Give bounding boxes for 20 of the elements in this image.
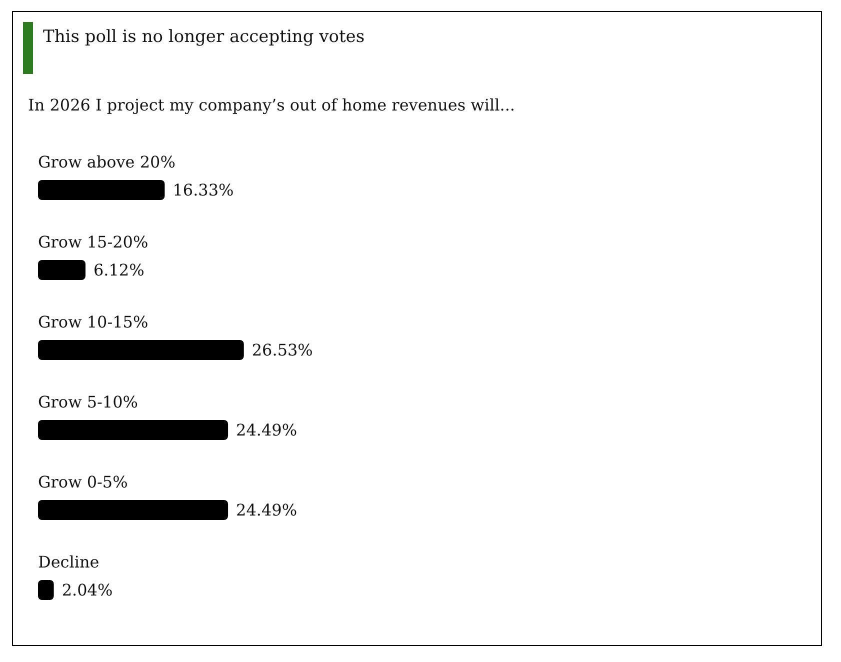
data-label: 2.04% [62, 580, 113, 600]
bar [38, 500, 228, 520]
text: This poll is no longer accepting votes [43, 27, 365, 47]
data-label: 26.53% [252, 340, 313, 360]
y-tick-label: Grow 15-20% [38, 232, 148, 252]
data-label: 16.33% [172, 180, 234, 200]
bar [38, 420, 228, 440]
data-label: 24.49% [236, 420, 298, 440]
y-tick-label: Grow 5-10% [38, 392, 138, 412]
chart-title: In 2026 I project my company’s out of home revenues will... [28, 96, 515, 114]
y-tick-label: Grow above 20% [38, 152, 176, 172]
data-label: 24.49% [236, 500, 298, 520]
bar [38, 580, 54, 600]
bar [38, 260, 86, 280]
data-label: 6.12% [93, 260, 144, 280]
y-tick-label: Grow 10-15% [38, 312, 148, 332]
y-tick-label: Grow 0-5% [38, 472, 128, 492]
bar [38, 180, 165, 200]
bar [38, 340, 244, 360]
y-tick-label: Decline [38, 552, 100, 572]
